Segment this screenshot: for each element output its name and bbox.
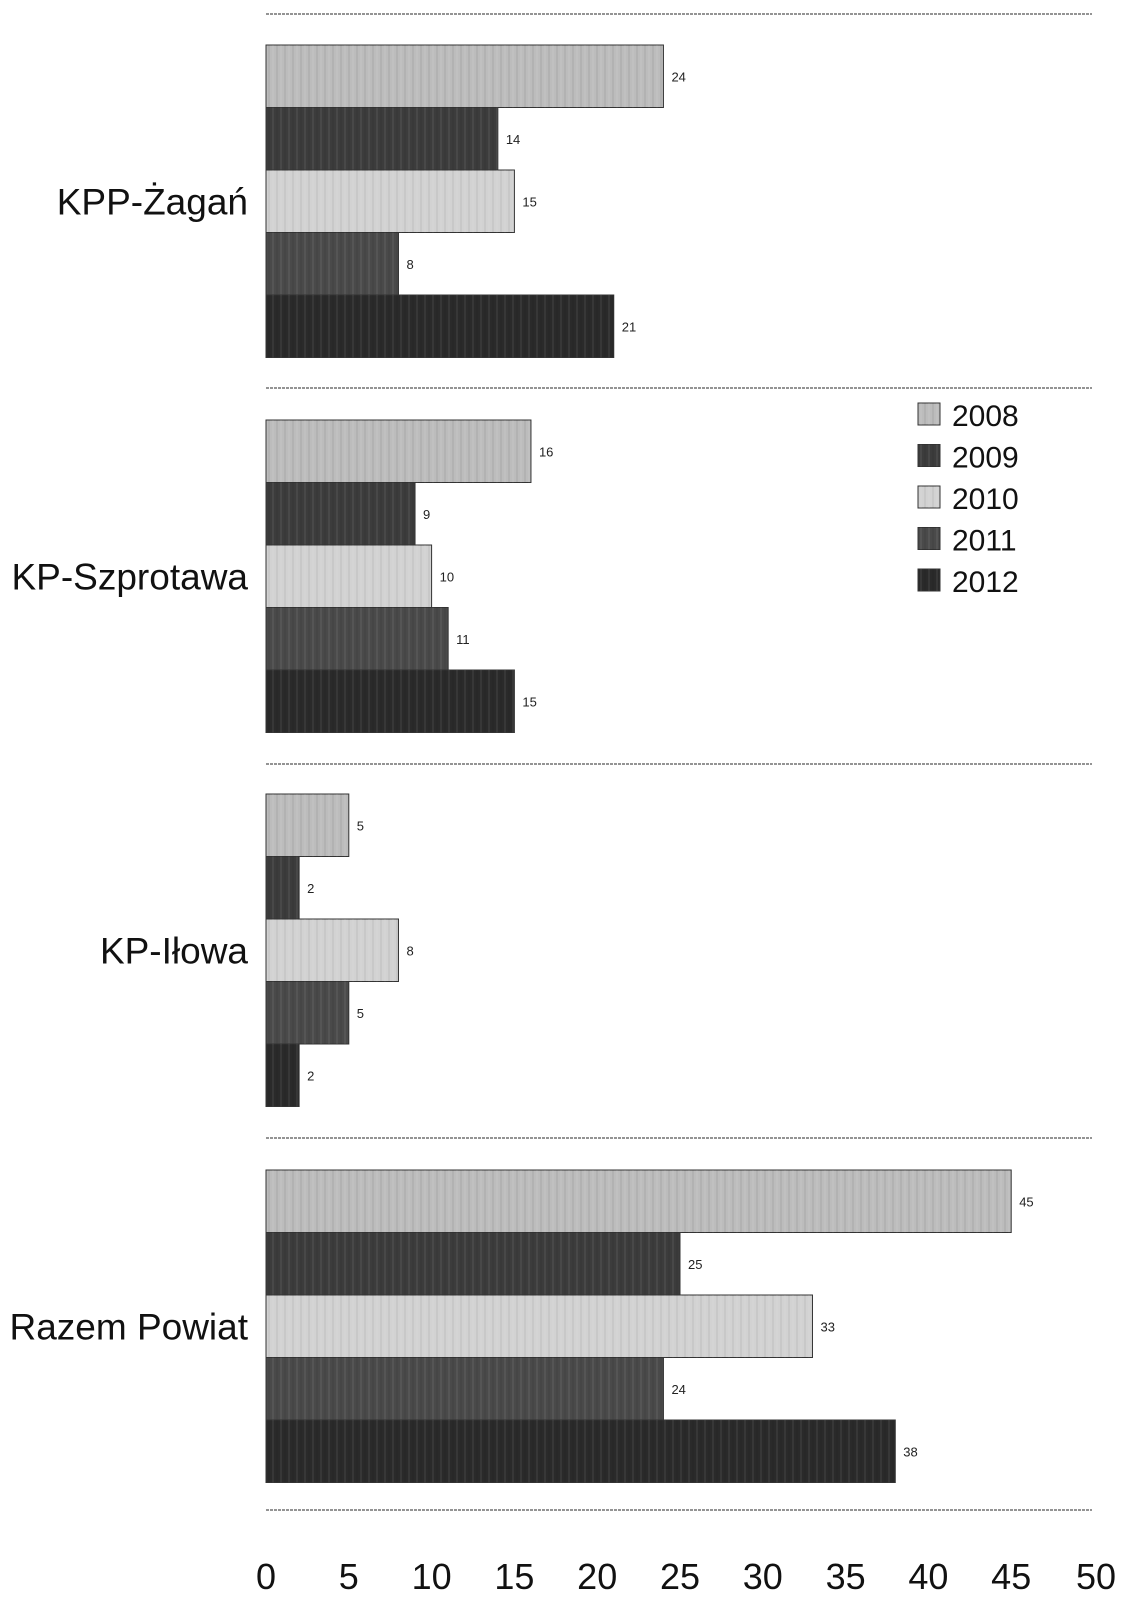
bar-texture bbox=[266, 856, 300, 919]
legend-swatch-texture bbox=[918, 444, 940, 467]
value-label: 8 bbox=[406, 257, 413, 272]
x-tick-label: 15 bbox=[494, 1556, 534, 1597]
bar-texture bbox=[266, 545, 432, 608]
bar-texture bbox=[266, 1044, 300, 1107]
legend: 2008 2009 2010 2011 2012 bbox=[917, 400, 1019, 599]
bar-texture bbox=[266, 295, 614, 358]
value-label: 11 bbox=[456, 632, 470, 647]
value-label: 38 bbox=[903, 1444, 917, 1459]
value-label: 2 bbox=[307, 1068, 314, 1083]
bar-texture bbox=[266, 607, 449, 670]
legend-label-2011: 2011 bbox=[952, 525, 1017, 558]
x-tick-label: 0 bbox=[256, 1556, 276, 1597]
x-tick-label: 35 bbox=[826, 1556, 866, 1597]
value-label: 24 bbox=[671, 1382, 685, 1397]
bar-texture bbox=[266, 482, 416, 545]
legend-swatch-texture bbox=[918, 486, 940, 508]
bar-texture bbox=[266, 919, 399, 982]
bar-texture bbox=[266, 981, 349, 1044]
bar-texture bbox=[266, 1295, 813, 1358]
value-label: 5 bbox=[357, 818, 364, 833]
category-label-kpp-zagan: KPP-Żagań bbox=[57, 181, 248, 222]
value-label: 8 bbox=[406, 943, 413, 958]
x-tick-label: 45 bbox=[991, 1556, 1031, 1597]
value-label: 10 bbox=[440, 569, 454, 584]
bar-texture bbox=[266, 1170, 1012, 1233]
bar-texture bbox=[266, 1232, 680, 1295]
value-label: 24 bbox=[671, 69, 685, 84]
legend-swatch-texture bbox=[918, 403, 940, 425]
value-label: 33 bbox=[820, 1319, 834, 1334]
x-tick-label: 50 bbox=[1076, 1556, 1116, 1597]
bar-texture bbox=[266, 107, 498, 170]
x-tick-label: 30 bbox=[743, 1556, 783, 1597]
x-tick-label: 20 bbox=[577, 1556, 617, 1597]
x-tick-label: 40 bbox=[908, 1556, 948, 1597]
value-label: 45 bbox=[1019, 1194, 1033, 1209]
bar-texture bbox=[266, 1420, 896, 1483]
x-tick-label: 5 bbox=[339, 1556, 359, 1597]
category-label-kp-ilowa: KP-Iłowa bbox=[100, 930, 248, 971]
legend-label-2009: 2009 bbox=[952, 442, 1019, 475]
value-label: 14 bbox=[506, 132, 520, 147]
bar-texture bbox=[266, 170, 515, 233]
value-label: 9 bbox=[423, 507, 430, 522]
category-label-kp-szprotawa: KP-Szprotawa bbox=[12, 556, 249, 597]
legend-swatch-texture bbox=[918, 527, 940, 550]
bars-layer bbox=[265, 44, 1012, 1483]
bar-texture bbox=[266, 420, 531, 483]
legend-swatch-texture bbox=[918, 569, 940, 591]
legend-label-2010: 2010 bbox=[952, 483, 1019, 516]
value-label: 16 bbox=[539, 444, 553, 459]
value-label: 2 bbox=[307, 881, 314, 896]
bar-texture bbox=[266, 670, 515, 733]
bar-texture bbox=[266, 45, 664, 108]
legend-label-2012: 2012 bbox=[952, 566, 1019, 599]
bar-texture bbox=[266, 794, 349, 857]
group-separators bbox=[266, 13, 1092, 1511]
x-tick-label: 10 bbox=[412, 1556, 452, 1597]
x-tick-label: 25 bbox=[660, 1556, 700, 1597]
value-label: 21 bbox=[622, 319, 636, 334]
value-label: 15 bbox=[522, 694, 536, 709]
category-label-razem-powiat: Razem Powiat bbox=[9, 1306, 248, 1347]
value-label: 15 bbox=[522, 194, 536, 209]
bar-texture bbox=[266, 232, 399, 295]
value-label: 25 bbox=[688, 1257, 702, 1272]
x-tick-labels-layer: 0 5 10 15 20 25 30 35 40 45 50 bbox=[256, 1556, 1116, 1597]
value-label: 5 bbox=[357, 1006, 364, 1021]
bar-texture bbox=[266, 1357, 664, 1420]
category-labels-layer: KPP-Żagań KP-Szprotawa KP-Iłowa Razem Powia… bbox=[9, 181, 248, 1347]
value-labels-layer: 24 14 15 8 21 16 9 10 11 15 5 2 8 5 2 45 25 33 24 38 bbox=[307, 69, 1034, 1459]
legend-label-2008: 2008 bbox=[952, 400, 1019, 433]
